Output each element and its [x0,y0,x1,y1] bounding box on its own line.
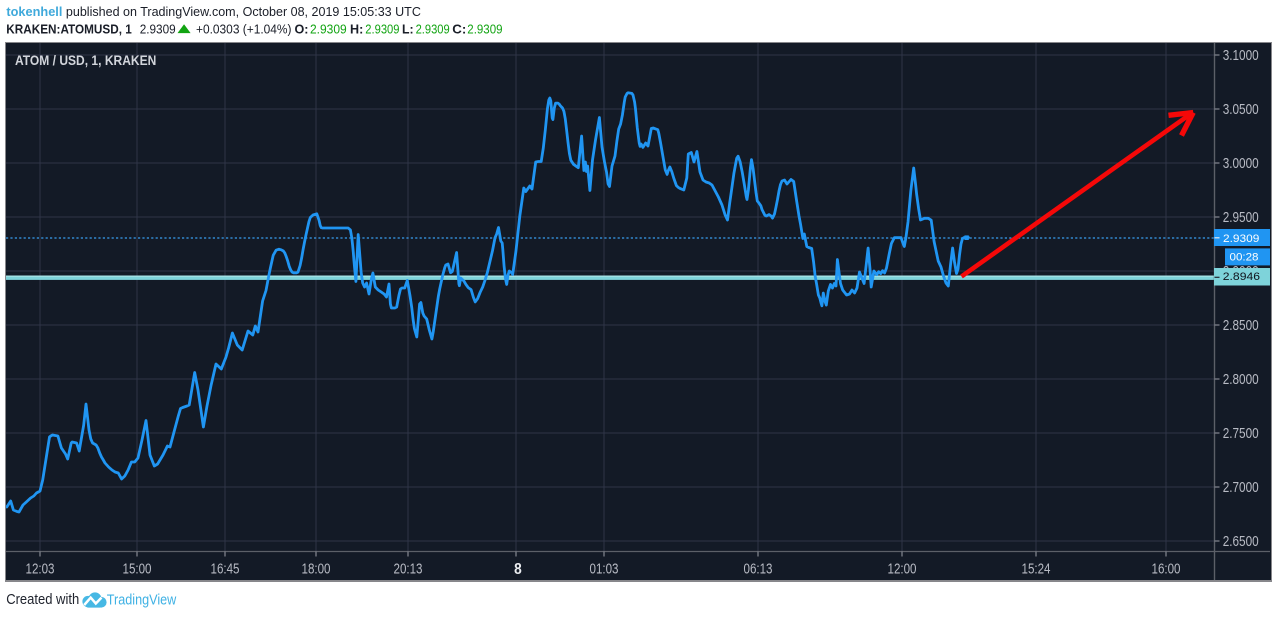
svg-text:2.9309: 2.9309 [310,22,347,36]
svg-text:3.1000: 3.1000 [1223,48,1259,64]
svg-text:Created with: Created with [6,592,79,608]
svg-text:12:03: 12:03 [26,561,55,578]
svg-text:01:03: 01:03 [590,561,619,578]
svg-text:C:: C: [452,22,466,36]
svg-text:16:45: 16:45 [211,561,240,578]
svg-text:L:: L: [402,22,414,36]
svg-text:2.9309: 2.9309 [416,22,450,36]
svg-text:2.7000: 2.7000 [1223,480,1259,496]
svg-text:tokenhell: tokenhell [6,5,62,19]
svg-text:H:: H: [350,22,363,36]
svg-text:2.9309: 2.9309 [365,22,399,36]
svg-text:8: 8 [514,561,522,578]
svg-text:00:28: 00:28 [1230,252,1259,264]
svg-text:15:00: 15:00 [123,561,152,578]
svg-text:12:00: 12:00 [888,561,917,578]
svg-text:2.9500: 2.9500 [1223,210,1259,226]
svg-text:20:13: 20:13 [394,561,423,578]
svg-text:O:: O: [295,22,309,36]
svg-text:3.0500: 3.0500 [1223,102,1259,118]
svg-text:2.8000: 2.8000 [1223,372,1259,388]
svg-text:2.9309: 2.9309 [467,22,502,36]
svg-text:TradingView: TradingView [107,593,177,609]
svg-text:+0.0303 (+1.04%): +0.0303 (+1.04%) [196,22,292,36]
svg-text:06:13: 06:13 [744,561,773,578]
svg-text:2.7500: 2.7500 [1223,426,1259,442]
svg-text:published on TradingView.com,: published on TradingView.com, October 08… [66,5,421,19]
svg-text:KRAKEN:ATOMUSD, 1: KRAKEN:ATOMUSD, 1 [6,22,132,36]
svg-text:2.8946: 2.8946 [1223,271,1260,283]
svg-text:2.6500: 2.6500 [1223,534,1259,550]
svg-text:ATOM / USD, 1, KRAKEN: ATOM / USD, 1, KRAKEN [15,53,156,68]
svg-text:18:00: 18:00 [302,561,331,578]
svg-text:15:24: 15:24 [1022,561,1051,578]
svg-text:2.9309: 2.9309 [140,22,176,36]
svg-text:3.0000: 3.0000 [1223,156,1259,172]
svg-text:2.8500: 2.8500 [1223,318,1259,334]
svg-text:2.9309: 2.9309 [1223,233,1259,245]
svg-text:16:00: 16:00 [1152,561,1181,578]
